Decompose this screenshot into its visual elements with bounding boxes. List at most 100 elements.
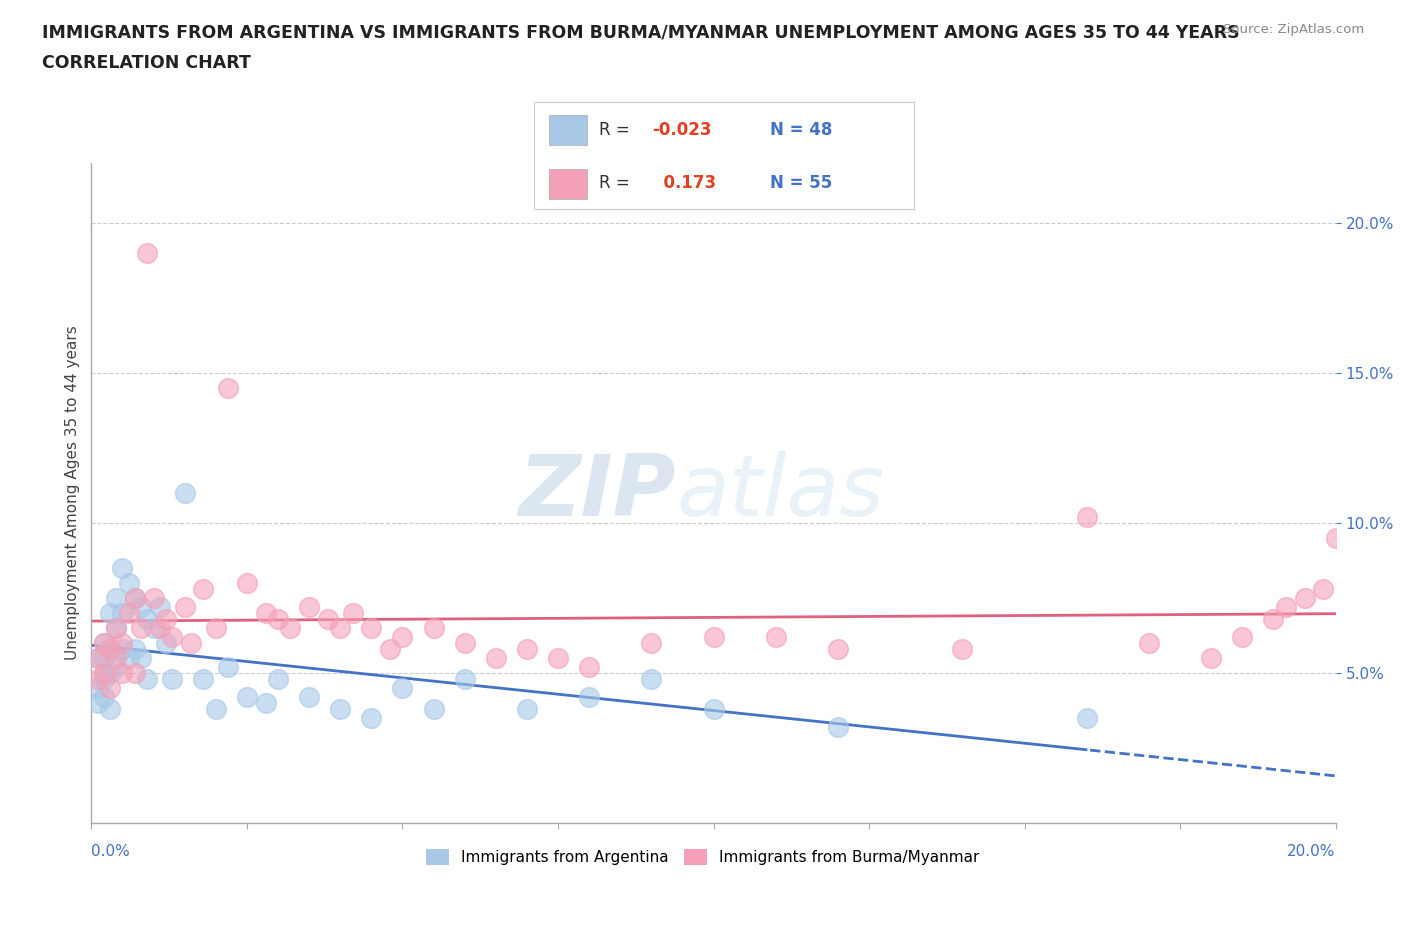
Text: R =: R = [599,121,636,139]
Point [136,246,159,260]
Point [950,642,973,657]
Point [111,605,134,620]
Point [1137,635,1160,650]
Point [516,701,538,716]
Point [267,612,290,627]
Point [827,720,849,735]
Point [254,696,277,711]
Point [105,659,128,674]
Point [391,681,413,696]
Point [142,620,165,635]
Point [86,681,108,696]
Point [1312,581,1334,596]
Point [86,671,108,686]
Point [124,642,146,657]
Point [236,576,259,591]
Point [124,591,146,605]
Point [129,600,152,615]
Point [93,689,115,704]
Text: 20.0%: 20.0% [1288,844,1336,859]
Point [118,576,141,591]
Point [98,642,121,657]
Point [180,635,202,650]
Point [217,659,239,674]
Point [453,671,475,686]
Point [98,642,121,657]
Point [329,620,352,635]
Point [1201,651,1223,666]
Point [342,605,364,620]
Point [485,651,508,666]
Point [316,612,339,627]
Point [136,671,159,686]
Point [93,671,115,686]
Point [98,681,121,696]
Point [162,671,184,686]
Point [205,620,228,635]
Text: N = 48: N = 48 [769,121,832,139]
Point [124,666,146,681]
Text: R =: R = [599,174,636,193]
Point [105,620,128,635]
Text: atlas: atlas [676,451,884,535]
Point [205,701,228,716]
Point [1076,510,1098,525]
Point [98,666,121,681]
Point [640,635,662,650]
Text: CORRELATION CHART: CORRELATION CHART [42,54,252,72]
Point [640,671,662,686]
Point [118,605,141,620]
Point [422,701,444,716]
Point [378,642,401,657]
Point [93,666,115,681]
Point [155,635,177,650]
Point [118,651,141,666]
Point [702,701,725,716]
Point [149,620,172,635]
Point [86,696,108,711]
Point [111,561,134,576]
Point [453,635,475,650]
Point [111,666,134,681]
Point [236,689,259,704]
Point [149,600,172,615]
Point [193,671,215,686]
Point [1076,711,1098,725]
Point [1232,630,1254,644]
Point [329,701,352,716]
Point [86,651,108,666]
Text: N = 55: N = 55 [769,174,832,193]
Point [547,651,569,666]
Point [173,600,195,615]
Text: -0.023: -0.023 [652,121,711,139]
Text: Source: ZipAtlas.com: Source: ZipAtlas.com [1223,23,1364,36]
Point [1263,612,1285,627]
Point [578,659,600,674]
Point [93,635,115,650]
Point [391,630,413,644]
Point [105,620,128,635]
Point [98,701,121,716]
Legend: Immigrants from Argentina, Immigrants from Burma/Myanmar: Immigrants from Argentina, Immigrants fr… [420,843,986,871]
Text: ZIP: ZIP [519,451,676,535]
Point [93,651,115,666]
Point [254,605,277,620]
Point [111,635,134,650]
Point [1324,530,1347,545]
Point [93,635,115,650]
Point [217,380,239,395]
Point [298,689,321,704]
Text: 0.173: 0.173 [652,174,716,193]
Point [98,605,121,620]
Point [702,630,725,644]
Point [578,689,600,704]
Point [1294,591,1316,605]
Point [105,651,128,666]
Point [360,620,382,635]
Point [267,671,290,686]
Text: 0.0%: 0.0% [91,844,131,859]
Point [86,651,108,666]
Point [298,600,321,615]
Point [162,630,184,644]
Point [142,591,165,605]
